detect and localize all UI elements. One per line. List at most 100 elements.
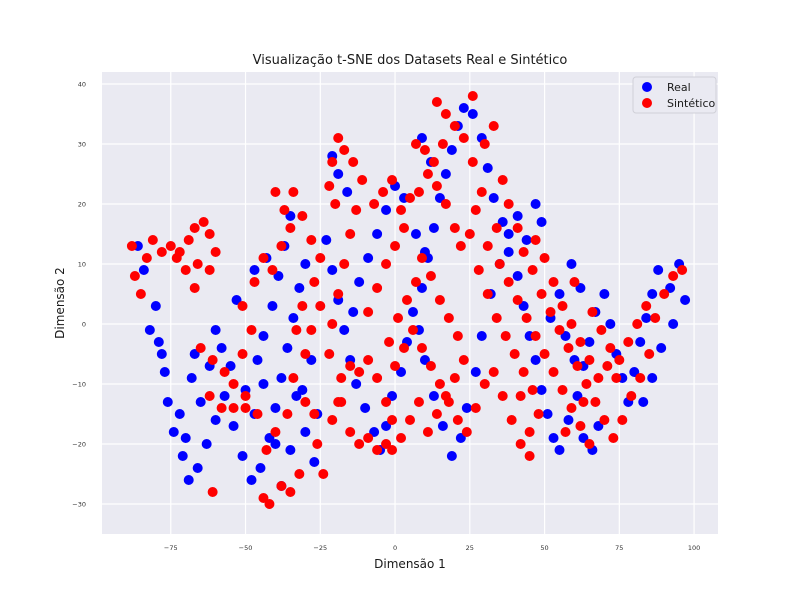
real-point (288, 313, 299, 323)
synthetic-point (204, 265, 215, 275)
synthetic-point (539, 253, 550, 263)
synthetic-point (434, 379, 445, 389)
synthetic-point (491, 223, 502, 233)
synthetic-point (285, 487, 296, 497)
real-point (372, 229, 383, 239)
x-tick-label: −75 (164, 544, 178, 552)
legend-marker-real (642, 82, 652, 92)
synthetic-point (306, 325, 317, 335)
synthetic-point (147, 235, 158, 245)
synthetic-point (381, 259, 392, 269)
synthetic-point (357, 175, 368, 185)
real-point (536, 217, 547, 227)
real-point (180, 433, 191, 443)
synthetic-point (372, 445, 383, 455)
synthetic-point (602, 361, 613, 371)
synthetic-point (405, 415, 415, 425)
synthetic-point (405, 193, 415, 203)
synthetic-point (587, 307, 598, 317)
real-point (647, 289, 658, 299)
real-point (381, 205, 392, 215)
legend-box (632, 76, 717, 114)
y-tick-label: 0 (82, 321, 86, 329)
synthetic-point (369, 199, 380, 209)
real-point (512, 211, 523, 221)
synthetic-point (410, 139, 421, 149)
synthetic-point (524, 451, 535, 461)
synthetic-point (569, 277, 580, 287)
synthetic-point (545, 307, 556, 317)
synthetic-point (216, 403, 227, 413)
synthetic-point (135, 289, 146, 299)
legend-marker-synthetic (642, 98, 652, 108)
synthetic-point (180, 265, 191, 275)
synthetic-point (512, 295, 523, 305)
synthetic-point (467, 91, 478, 101)
synthetic-point (228, 403, 239, 413)
synthetic-point (345, 427, 356, 437)
synthetic-point (333, 289, 344, 299)
synthetic-point (425, 361, 436, 371)
real-point (566, 259, 577, 269)
synthetic-point (497, 391, 508, 401)
real-point (542, 409, 553, 419)
synthetic-point (372, 373, 383, 383)
synthetic-point (393, 313, 404, 323)
y-tick-label: 20 (78, 201, 86, 209)
synthetic-point (141, 253, 152, 263)
synthetic-point (596, 325, 607, 335)
real-point (440, 169, 451, 179)
synthetic-point (327, 415, 338, 425)
synthetic-point (333, 133, 344, 143)
synthetic-point (306, 235, 317, 245)
real-point (195, 397, 206, 407)
synthetic-point (428, 157, 439, 167)
real-point (599, 289, 610, 299)
synthetic-point (315, 253, 326, 263)
synthetic-point (339, 259, 350, 269)
real-point (363, 253, 374, 263)
synthetic-point (309, 409, 320, 419)
synthetic-point (632, 319, 643, 329)
synthetic-point (515, 439, 526, 449)
synthetic-point (431, 181, 442, 191)
synthetic-point (431, 97, 442, 107)
synthetic-point (530, 235, 541, 245)
synthetic-point (387, 445, 398, 455)
real-point (339, 325, 350, 335)
synthetic-point (467, 157, 478, 167)
synthetic-point (300, 397, 311, 407)
synthetic-point (171, 253, 182, 263)
synthetic-point (488, 121, 499, 131)
synthetic-point (482, 241, 493, 251)
synthetic-point (581, 379, 592, 389)
synthetic-point (312, 439, 323, 449)
real-point (503, 229, 514, 239)
synthetic-point (515, 391, 526, 401)
real-point (348, 307, 359, 317)
real-point (186, 373, 197, 383)
synthetic-point (324, 181, 335, 191)
synthetic-point (479, 379, 490, 389)
synthetic-point (449, 121, 460, 131)
synthetic-point (276, 241, 287, 251)
synthetic-point (258, 493, 269, 503)
synthetic-point (518, 247, 529, 257)
synthetic-point (584, 439, 595, 449)
real-point (192, 463, 203, 473)
synthetic-point (575, 421, 586, 431)
real-point (270, 439, 281, 449)
synthetic-point (354, 367, 365, 377)
synthetic-point (183, 235, 194, 245)
synthetic-point (297, 211, 308, 221)
real-point (351, 379, 362, 389)
synthetic-point (402, 295, 413, 305)
real-point (680, 295, 691, 305)
x-tick-label: −25 (313, 544, 327, 552)
synthetic-point (440, 391, 451, 401)
real-point (252, 355, 263, 365)
synthetic-point (488, 367, 499, 377)
real-point (536, 385, 547, 395)
synthetic-point (246, 325, 257, 335)
synthetic-point (399, 223, 410, 233)
